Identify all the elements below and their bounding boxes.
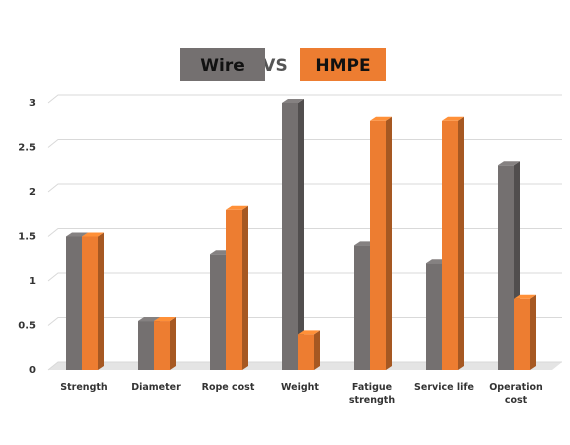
legend-swatch <box>180 48 265 81</box>
bar-front <box>442 120 458 370</box>
y-tick-label: 3 <box>29 98 36 109</box>
bar-front <box>138 321 154 370</box>
bar-side <box>386 116 392 370</box>
bar-top <box>138 317 160 322</box>
bar-front <box>210 254 226 370</box>
x-tick-label: Operation cost <box>489 382 543 406</box>
y-tick-label: 1 <box>29 276 36 287</box>
grid-line <box>47 317 562 326</box>
bar-top <box>66 232 88 237</box>
y-tick-label: 0.5 <box>18 321 36 332</box>
bar-front <box>514 298 530 370</box>
grid-line <box>47 228 562 237</box>
bar <box>154 317 176 370</box>
grid-line <box>47 272 562 282</box>
x-tick-label: Diameter <box>131 382 181 393</box>
bar-top <box>498 161 520 166</box>
bar <box>282 99 304 370</box>
bar-top <box>442 116 464 121</box>
bar-front <box>354 245 370 370</box>
bar-side <box>314 330 320 370</box>
legend-swatch <box>300 48 386 81</box>
y-tick-label: 0 <box>29 365 36 376</box>
bar-front <box>226 209 242 370</box>
bar-side <box>170 317 176 370</box>
bar-top <box>370 116 392 121</box>
bar <box>514 294 536 370</box>
bar <box>298 330 320 370</box>
x-tick-label: Strength <box>60 382 108 393</box>
legend-separator: VS <box>262 56 287 76</box>
bar-front <box>82 236 98 370</box>
bar-side <box>458 116 464 370</box>
legend-label: HMPE <box>315 56 370 76</box>
bar-side <box>530 294 536 370</box>
grid-line <box>47 183 562 193</box>
bar-front <box>298 334 314 370</box>
bar <box>226 205 248 370</box>
bar-front <box>370 120 386 370</box>
x-tick-label: Fatigue strength <box>348 382 396 406</box>
bar <box>370 116 392 370</box>
legend-label: Wire <box>200 56 245 76</box>
y-tick-label: 2 <box>29 187 36 198</box>
bar-top <box>226 205 248 210</box>
bar-front <box>498 165 514 370</box>
grid-line <box>47 139 562 148</box>
bar-top <box>514 294 536 299</box>
bar-side <box>298 99 304 370</box>
bar-top <box>298 330 320 335</box>
bar-top <box>154 317 176 322</box>
x-tick-label: Rope cost <box>201 382 255 393</box>
bar <box>442 116 464 370</box>
bar-side <box>98 232 104 370</box>
grid-line <box>47 94 562 104</box>
bar-front <box>154 321 170 370</box>
bar-top <box>82 232 104 237</box>
bar-front <box>282 103 298 370</box>
bar-top <box>282 99 304 103</box>
grid-line <box>47 361 562 371</box>
bar <box>82 232 104 370</box>
bar-front <box>66 236 82 370</box>
x-tick-label: Weight <box>281 382 319 393</box>
bar-front <box>426 263 442 370</box>
y-tick-label: 1.5 <box>18 232 36 243</box>
y-tick-label: 2.5 <box>18 143 36 154</box>
bar-side <box>242 205 248 370</box>
x-tick-label: Service life <box>414 382 474 393</box>
